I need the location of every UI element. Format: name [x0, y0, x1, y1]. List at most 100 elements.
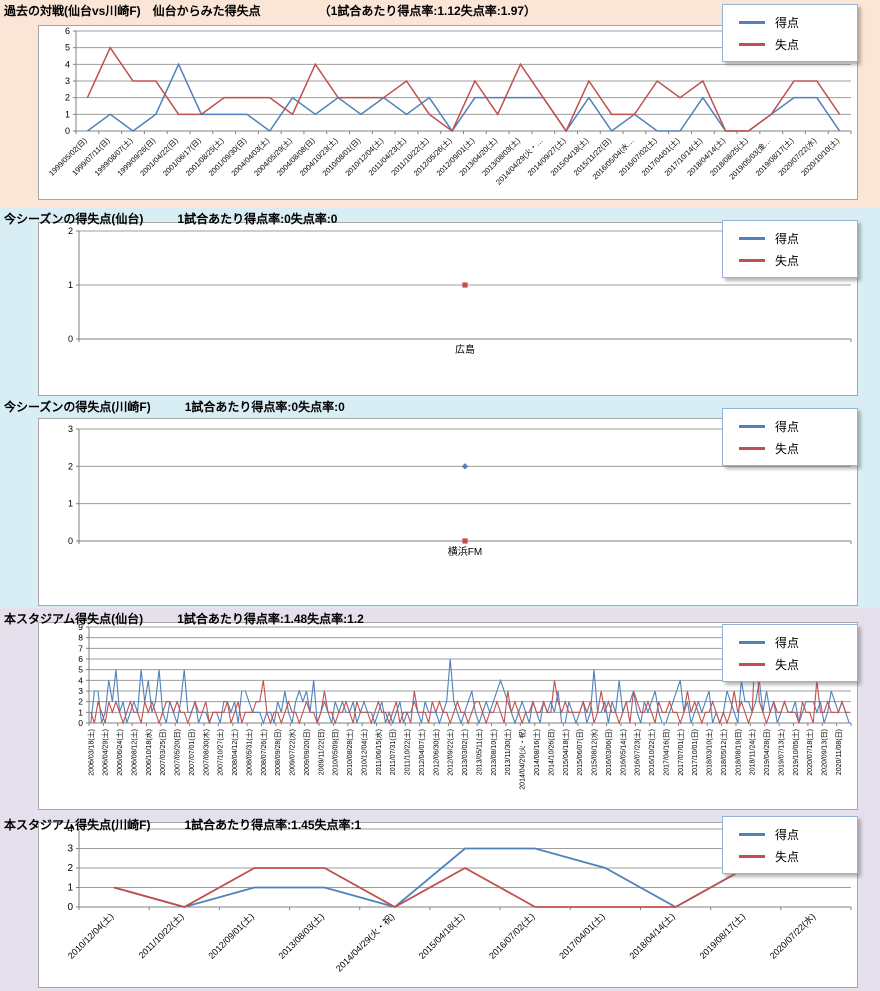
chart-4-box: 0 1 2 3 4 5 6 7 8 9 2006/03/18(土) 2006/04/29(土) 2006… — [38, 622, 858, 810]
score-line-swatch-icon — [739, 20, 765, 24]
svg-text:3: 3 — [67, 844, 73, 855]
svg-text:2015/04/18(土): 2015/04/18(土) — [561, 729, 570, 776]
svg-text:2: 2 — [65, 93, 70, 103]
svg-text:2018/11/24(土): 2018/11/24(土) — [748, 729, 757, 775]
svg-text:5: 5 — [65, 43, 70, 53]
svg-text:7: 7 — [78, 643, 83, 653]
svg-text:2009/11/22(日): 2009/11/22(日) — [317, 729, 325, 775]
svg-text:8: 8 — [78, 633, 83, 643]
svg-text:2011/06/15(水): 2011/06/15(水) — [374, 729, 383, 775]
svg-text:2017/04/01(土): 2017/04/01(土) — [639, 135, 682, 178]
svg-text:2013/11/30(土): 2013/11/30(土) — [503, 729, 512, 775]
svg-text:1: 1 — [67, 883, 73, 894]
chart-2-rate-text: 1試合あたり得点率:0失点率:0 — [177, 212, 338, 226]
svg-text:2009/09/20(日): 2009/09/20(日) — [303, 729, 311, 776]
svg-text:2013/05/11(土): 2013/05/11(土) — [474, 729, 483, 775]
svg-text:2014/04/29(火・祝): 2014/04/29(火・祝) — [333, 911, 396, 974]
legend-score-label: 得点 — [775, 419, 800, 434]
svg-text:2019/04/28(日): 2019/04/28(日) — [763, 729, 771, 776]
svg-text:2014/09/27(土): 2014/09/27(土) — [525, 135, 568, 178]
svg-text:2019/08/17(土): 2019/08/17(土) — [697, 911, 747, 961]
svg-text:2016/07/02(土): 2016/07/02(土) — [616, 135, 659, 178]
svg-text:4: 4 — [67, 824, 73, 835]
svg-text:1999/08/07(土): 1999/08/07(土) — [92, 135, 135, 178]
chart-5-title: 本スタジアム得失点(川崎F) 1試合あたり得点率:1.45失点率:1 — [4, 816, 361, 833]
svg-text:1: 1 — [65, 109, 70, 119]
chart-1-box: 0 1 2 3 4 5 6 1999/05/02(日) 1999/07/11(日) 1999/08… — [38, 25, 858, 200]
svg-text:1: 1 — [68, 499, 73, 509]
svg-text:2008/05/31(土): 2008/05/31(土) — [244, 729, 253, 776]
svg-text:2007/05/20(日): 2007/05/20(日) — [174, 729, 182, 776]
svg-text:2016/03/06(日): 2016/03/06(日) — [605, 729, 613, 776]
legend-score-label: 得点 — [775, 15, 800, 30]
svg-text:2007/03/25(日): 2007/03/25(日) — [159, 729, 167, 776]
legend-concede-row: 失点 — [731, 437, 849, 459]
svg-text:2010/05/09(日): 2010/05/09(日) — [332, 729, 340, 776]
legend-score-row: 得点 — [731, 11, 849, 33]
svg-text:2007/07/01(日): 2007/07/01(日) — [188, 729, 196, 776]
svg-text:4: 4 — [65, 59, 70, 69]
chart-4-rate-text: 1試合あたり得点率:1.48失点率:1.2 — [177, 612, 364, 626]
concede-line-swatch-icon — [739, 854, 765, 858]
legend-concede-label: 失点 — [775, 657, 800, 672]
chart-3-box: 0 1 2 3 横浜FM — [38, 418, 858, 606]
svg-text:2009/07/22(水): 2009/07/22(水) — [288, 729, 297, 776]
legend-score-row: 得点 — [731, 227, 849, 249]
section-stadium-kawasaki: 本スタジアム得失点(川崎F) 1試合あたり得点率:1.45失点率:1 0 1 2 3 4 2… — [0, 814, 880, 991]
legend-score-row: 得点 — [731, 631, 849, 653]
svg-text:2006/04/29(土): 2006/04/29(土) — [101, 729, 110, 776]
svg-text:2019/10/05(土): 2019/10/05(土) — [791, 729, 800, 776]
svg-text:2004/10/23(土): 2004/10/23(土) — [297, 135, 340, 178]
svg-text:2018/05/12(土): 2018/05/12(土) — [719, 729, 728, 776]
concede-line-swatch-icon — [739, 446, 765, 450]
score-line-swatch-icon — [739, 236, 765, 240]
chart-2-title: 今シーズンの得失点(仙台) 1試合あたり得点率:0失点率:0 — [4, 210, 337, 227]
svg-text:2018/03/10(土): 2018/03/10(土) — [705, 729, 714, 776]
svg-text:2017/10/14(土): 2017/10/14(土) — [662, 135, 705, 178]
legend-concede-row: 失点 — [731, 249, 849, 271]
svg-text:2020/09/13(日): 2020/09/13(日) — [821, 729, 829, 776]
svg-text:2013/04/20(土): 2013/04/20(土) — [457, 135, 500, 178]
svg-text:3: 3 — [65, 76, 70, 86]
legend-concede-label: 失点 — [775, 253, 800, 268]
svg-text:2020/10/10(土): 2020/10/10(土) — [799, 135, 842, 178]
svg-text:2006/10/18(水): 2006/10/18(水) — [144, 729, 153, 776]
svg-text:2013/08/03(土): 2013/08/03(土) — [479, 135, 522, 178]
svg-text:2012/09/01(土): 2012/09/01(土) — [434, 135, 477, 178]
svg-text:2006/08/12(土): 2006/08/12(土) — [129, 729, 138, 776]
svg-text:3: 3 — [78, 686, 83, 696]
svg-text:2006/06/24(土): 2006/06/24(土) — [115, 729, 124, 776]
svg-text:2010/12/04(土): 2010/12/04(土) — [343, 135, 386, 178]
legend-score-row: 得点 — [731, 823, 849, 845]
svg-text:2011/10/22(土): 2011/10/22(土) — [403, 729, 412, 775]
svg-text:0: 0 — [68, 536, 73, 546]
svg-text:2: 2 — [67, 863, 73, 874]
chart-5-legend: 得点 失点 — [722, 816, 858, 874]
svg-text:2017/04/16(日): 2017/04/16(日) — [662, 729, 670, 776]
svg-text:2: 2 — [68, 461, 73, 471]
chart-1-title: 過去の対戦(仙台vs川崎F) 仙台からみた得失点 （1試合あたり得点率:1.12失… — [4, 2, 536, 19]
chart-3-title: 今シーズンの得失点(川崎F) 1試合あたり得点率:0失点率:0 — [4, 398, 345, 415]
svg-text:2015/04/18(土): 2015/04/18(土) — [548, 135, 591, 178]
svg-text:1: 1 — [68, 280, 73, 290]
svg-text:横浜FM: 横浜FM — [448, 545, 482, 558]
chart-2-box: 0 1 2 広島 — [38, 222, 858, 396]
legend-score-row: 得点 — [731, 415, 849, 437]
svg-text:3: 3 — [68, 424, 73, 434]
svg-text:2019/07/13(土): 2019/07/13(土) — [776, 729, 785, 776]
svg-text:2001/08/25(土): 2001/08/25(土) — [183, 135, 226, 178]
svg-text:2015/08/12(水): 2015/08/12(水) — [590, 729, 599, 776]
svg-text:2016/10/22(土): 2016/10/22(土) — [647, 729, 656, 776]
svg-text:0: 0 — [78, 718, 83, 728]
svg-text:広島: 広島 — [455, 343, 475, 356]
svg-text:2007/08/30(木): 2007/08/30(木) — [201, 729, 210, 776]
svg-text:2: 2 — [68, 226, 73, 236]
legend-score-label: 得点 — [775, 635, 800, 650]
svg-text:2012/09/01(土): 2012/09/01(土) — [206, 911, 256, 961]
svg-text:2012/09/22(土): 2012/09/22(土) — [446, 729, 455, 776]
section-past-head-to-head: 過去の対戦(仙台vs川崎F) 仙台からみた得失点 （1試合あたり得点率:1.12失… — [0, 0, 880, 208]
chart-1-title-text: 過去の対戦(仙台vs川崎F) 仙台からみた得失点 — [4, 4, 261, 18]
score-line-swatch-icon — [739, 640, 765, 644]
